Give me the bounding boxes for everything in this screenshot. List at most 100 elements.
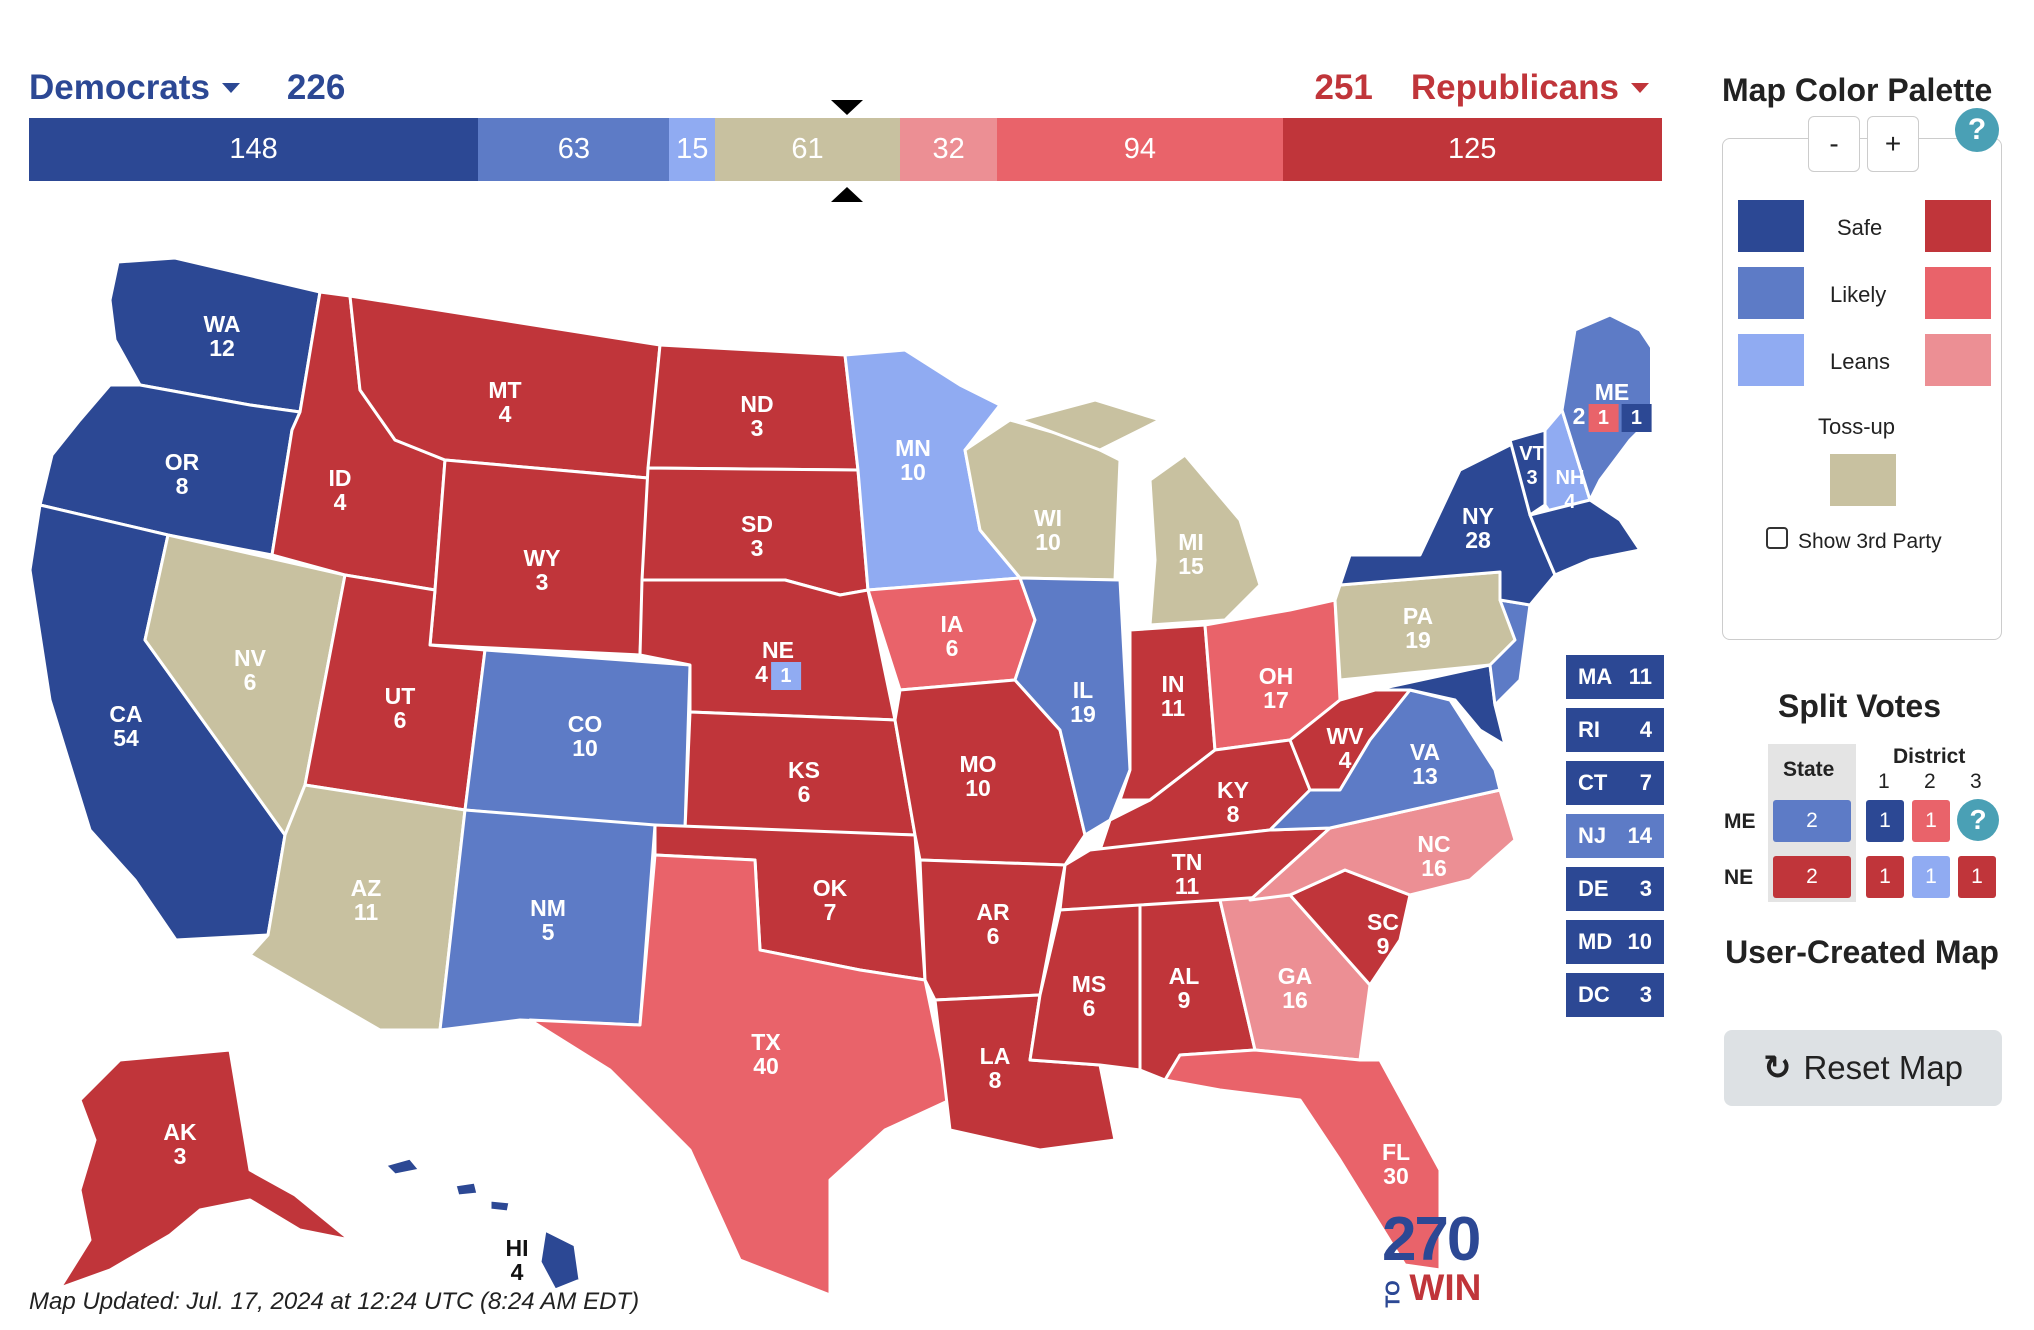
label-ne: NE 4 1 bbox=[755, 638, 801, 690]
label-ms: MS 6 bbox=[1071, 971, 1107, 1021]
swatch-tossup[interactable] bbox=[1830, 454, 1896, 506]
user-created-map-title: User-Created Map bbox=[1725, 934, 1999, 970]
bar-likely-rep[interactable]: 94 bbox=[997, 118, 1283, 181]
label-il: IL 19 bbox=[1070, 677, 1096, 727]
zoom-out-button[interactable]: - bbox=[1808, 116, 1860, 172]
state-hi[interactable] bbox=[383, 1156, 582, 1292]
label-mt: MT 4 bbox=[488, 377, 522, 427]
reset-map-button[interactable]: ↻ Reset Map bbox=[1724, 1030, 2002, 1106]
split-ne-district-3[interactable]: 1 bbox=[1958, 856, 1996, 898]
state-mi[interactable] bbox=[1018, 398, 1262, 627]
split-votes-title: Split Votes bbox=[1778, 688, 1941, 724]
swatch-leans-dem[interactable] bbox=[1738, 334, 1804, 386]
split-district-header: District bbox=[1893, 745, 1966, 768]
label-mi: MI 15 bbox=[1178, 529, 1204, 579]
chevron-down-icon bbox=[221, 83, 240, 93]
republicans-total: 251 bbox=[1314, 68, 1373, 107]
likely-label: Likely bbox=[1830, 282, 1887, 307]
safe-label: Safe bbox=[1837, 215, 1883, 240]
split-me-district-1[interactable]: 1 bbox=[1866, 800, 1904, 842]
swatch-leans-rep[interactable] bbox=[1925, 334, 1991, 386]
label-la: LA 8 bbox=[979, 1043, 1011, 1093]
split-ne-label: NE bbox=[1724, 866, 1754, 889]
color-palette-panel bbox=[1722, 138, 2002, 640]
label-al: AL 9 bbox=[1168, 963, 1200, 1013]
bar-safe-rep[interactable]: 125 bbox=[1282, 118, 1662, 181]
democrats-total: 226 bbox=[286, 68, 346, 107]
split-me-state[interactable]: 2 bbox=[1773, 800, 1851, 842]
label-nm: NM 5 bbox=[530, 895, 566, 945]
bar-tossup[interactable]: 61 bbox=[714, 118, 901, 181]
split-help-icon[interactable]: ? bbox=[1957, 799, 1999, 841]
state-fl[interactable] bbox=[1163, 1048, 1442, 1272]
small-state-md[interactable]: MD 10 bbox=[1566, 920, 1664, 964]
label-ga: GA 16 bbox=[1277, 963, 1313, 1013]
label-nv: NV 6 bbox=[234, 645, 266, 695]
bar-safe-dem[interactable]: 148 bbox=[29, 118, 479, 181]
us-map-svg bbox=[28, 256, 1682, 1297]
state-il[interactable] bbox=[1013, 576, 1132, 837]
swatch-safe-dem[interactable] bbox=[1738, 200, 1804, 252]
label-wy: WY 3 bbox=[523, 545, 561, 595]
small-state-ma[interactable]: MA 11 bbox=[1566, 655, 1664, 699]
label-in: IN 11 bbox=[1160, 671, 1186, 721]
label-vt: VT 3 bbox=[1519, 443, 1545, 489]
state-wy[interactable] bbox=[428, 458, 650, 657]
small-state-de[interactable]: DE 3 bbox=[1566, 867, 1664, 911]
swatch-safe-rep[interactable] bbox=[1925, 200, 1991, 252]
split-ne-state[interactable]: 2 bbox=[1773, 856, 1851, 898]
swatch-likely-rep[interactable] bbox=[1925, 267, 1991, 319]
label-ut: UT 6 bbox=[384, 683, 416, 733]
label-ny: NY 28 bbox=[1462, 503, 1494, 553]
show-3rd-party-checkbox[interactable] bbox=[1766, 527, 1788, 549]
district-2-header: 2 bbox=[1924, 770, 1936, 793]
label-nh: NH 4 bbox=[1555, 467, 1585, 513]
state-ma-ct-ri[interactable] bbox=[1528, 498, 1642, 577]
state-wi[interactable] bbox=[963, 418, 1122, 582]
state-tx[interactable] bbox=[528, 853, 952, 1297]
bar-leans-rep[interactable]: 32 bbox=[900, 118, 998, 181]
label-me: ME 2 1 1 bbox=[1573, 380, 1652, 432]
democrats-dropdown[interactable]: Democrats 226 bbox=[29, 68, 345, 108]
us-map: WA 12 OR 8 CA 54 NV 6 ID 4 MT 4 WY 3 UT 6 AZ 11 C… bbox=[0, 230, 1682, 1308]
bar-leans-dem[interactable]: 15 bbox=[669, 118, 715, 181]
label-nd: ND 3 bbox=[740, 391, 774, 441]
label-ky: KY 8 bbox=[1217, 777, 1249, 827]
label-mo: MO 10 bbox=[959, 751, 997, 801]
label-fl: FL 30 bbox=[1381, 1139, 1411, 1189]
label-wa: WA 12 bbox=[203, 311, 241, 361]
small-state-ct[interactable]: CT 7 bbox=[1566, 761, 1664, 805]
label-oh: OH 17 bbox=[1258, 663, 1294, 713]
label-pa: PA 19 bbox=[1402, 603, 1434, 653]
leans-label: Leans bbox=[1830, 349, 1890, 374]
bar-likely-dem[interactable]: 63 bbox=[478, 118, 670, 181]
label-id: ID 4 bbox=[328, 465, 352, 515]
label-tn: TN 11 bbox=[1171, 849, 1203, 899]
help-icon[interactable]: ? bbox=[1955, 108, 1999, 152]
label-wi: WI 10 bbox=[1033, 505, 1063, 555]
label-ca: CA 54 bbox=[109, 701, 143, 751]
label-ia: IA 6 bbox=[940, 611, 964, 661]
split-me-district-2[interactable]: 1 bbox=[1912, 800, 1950, 842]
zoom-in-button[interactable]: + bbox=[1867, 116, 1919, 172]
270-marker-top-icon bbox=[831, 100, 863, 115]
refresh-icon: ↻ bbox=[1762, 1049, 1792, 1087]
republicans-dropdown[interactable]: 251 Republicans bbox=[1314, 68, 1661, 108]
chevron-down-icon bbox=[1631, 83, 1649, 93]
split-ne-district-2[interactable]: 1 bbox=[1912, 856, 1950, 898]
label-hi: HI 4 bbox=[505, 1235, 529, 1285]
reset-map-label: Reset Map bbox=[1803, 1049, 1964, 1086]
label-va: VA 13 bbox=[1409, 739, 1441, 789]
label-or: OR 8 bbox=[164, 449, 200, 499]
small-state-nj[interactable]: NJ 14 bbox=[1566, 814, 1664, 858]
tossup-label: Toss-up bbox=[1818, 414, 1896, 439]
split-ne-district-1[interactable]: 1 bbox=[1866, 856, 1904, 898]
swatch-likely-dem[interactable] bbox=[1738, 267, 1804, 319]
270-marker-bottom-icon bbox=[831, 187, 863, 202]
state-ak[interactable] bbox=[58, 1048, 352, 1290]
small-state-ri[interactable]: RI 4 bbox=[1566, 708, 1664, 752]
small-state-dc[interactable]: DC 3 bbox=[1566, 973, 1664, 1017]
label-nc: NC 16 bbox=[1417, 831, 1451, 881]
label-sc: SC 9 bbox=[1367, 909, 1399, 959]
